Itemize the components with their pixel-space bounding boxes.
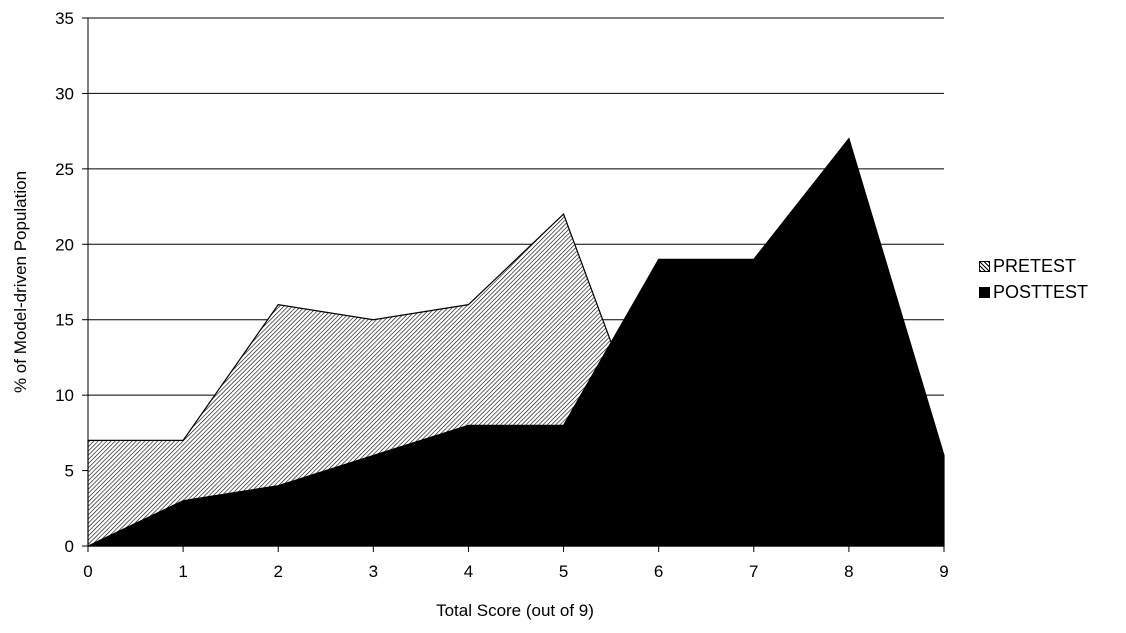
axes <box>82 17 945 552</box>
legend-label-posttest: POSTTEST <box>993 281 1089 302</box>
y-tick-label-15: 15 <box>55 311 74 330</box>
legend-item-posttest: POSTTEST <box>979 279 1088 305</box>
x-tick-label-6: 6 <box>654 562 663 581</box>
x-tick-label-8: 8 <box>844 562 853 581</box>
x-tick-label-9: 9 <box>939 562 948 581</box>
y-tick-label-35: 35 <box>55 9 74 28</box>
x-tick-label-4: 4 <box>464 562 473 581</box>
y-tick-label-30: 30 <box>55 84 74 103</box>
y-axis-title: % of Model-driven Population <box>11 171 30 393</box>
x-tick-label-3: 3 <box>369 562 378 581</box>
x-tick-label-5: 5 <box>559 562 568 581</box>
x-axis-title: Total Score (out of 9) <box>436 601 594 620</box>
legend-label-pretest: PRETEST <box>993 255 1077 276</box>
y-tick-label-5: 5 <box>65 462 74 481</box>
x-tick-label-2: 2 <box>273 562 282 581</box>
legend: PRETEST POSTTEST <box>979 253 1088 305</box>
legend-swatch-pretest <box>979 260 990 272</box>
y-tick-label-10: 10 <box>55 386 74 405</box>
y-tick-label-25: 25 <box>55 160 74 179</box>
x-tick-label-1: 1 <box>178 562 187 581</box>
area-posttest <box>87 137 945 547</box>
x-tick-label-7: 7 <box>749 562 758 581</box>
y-tick-label-0: 0 <box>65 537 74 556</box>
y-tick-label-20: 20 <box>55 235 74 254</box>
legend-swatch-posttest <box>979 286 990 298</box>
legend-item-pretest: PRETEST <box>979 253 1088 279</box>
series-areas <box>87 137 945 547</box>
x-tick-label-0: 0 <box>83 562 92 581</box>
tick-labels: 0 5 10 15 20 25 30 35 0 1 2 3 4 5 6 7 8 9 <box>55 9 949 581</box>
